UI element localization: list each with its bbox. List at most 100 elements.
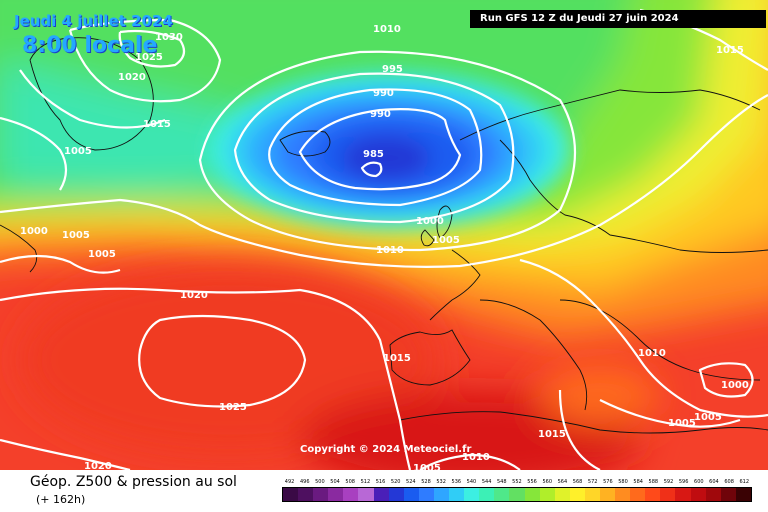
copyright-notice: Copyright © 2024 Meteociel.fr [300,444,472,455]
colorbar-cells [282,487,752,502]
colorbar-label: 596 [678,479,689,485]
isobar-label: 1010 [373,24,401,35]
forecast-lead-time: (+ 162h) [36,493,86,506]
colorbar-cell [690,488,706,501]
isobar-label: 1020 [84,461,112,470]
isobar-label: 1005 [64,146,92,157]
legend-footer: Géop. Z500 & pression au sol (+ 162h) 49… [0,470,768,512]
colorbar-cell [720,488,736,501]
colorbar-cell [735,488,751,501]
isobar-label: 1005 [413,463,441,470]
colorbar-cell [705,488,721,501]
colorbar-label: 532 [436,479,446,485]
colorbar-cell [675,488,691,501]
isobar-label: 1010 [462,452,490,463]
colorbar-label: 504 [330,479,340,485]
colorbar-cell [464,488,480,501]
isobar-label: 1005 [88,249,116,260]
isobar-label: 1005 [694,412,722,423]
colorbar-labels: 492 496 500 504 508 512 516 520 524 528 532 536 540 5… [282,478,752,487]
isobar-label: 1020 [180,290,208,301]
colorbar-cell [328,488,344,501]
isobar-label: 1005 [668,418,696,429]
colorbar-label: 552 [512,479,522,485]
colorbar-label: 580 [618,479,628,485]
isobar-label: 990 [370,109,391,120]
colorbar-label: 592 [663,479,674,485]
isobar-label: 1025 [135,52,163,63]
colorbar-label: 572 [587,479,598,485]
colorbar-cell [403,488,419,501]
colorbar-cell [584,488,600,501]
colorbar-label: 604 [709,479,719,485]
run-banner: Run GFS 12 Z du Jeudi 27 juin 2024 [470,10,766,28]
colorbar-cell [388,488,404,501]
isobar-label: 995 [382,64,403,75]
colorbar-label: 560 [542,479,552,485]
colorbar-label: 536 [451,479,462,485]
colorbar-cell [554,488,570,501]
colorbar-cell [373,488,389,501]
isobar-label: 1015 [143,119,171,130]
colorbar-cell [313,488,329,501]
colorbar-label: 588 [648,479,659,485]
colorbar-label: 540 [466,479,477,485]
colorbar-label: 568 [572,479,583,485]
colorbar-label: 544 [481,479,492,485]
colorbar-cell [449,488,465,501]
colorbar-cell [283,488,299,501]
colorbar-label: 516 [375,479,386,485]
isobar-label: 1015 [716,45,744,56]
colorbar-label: 556 [527,479,537,485]
colorbar-cell [599,488,616,501]
isobar-label: 1005 [62,230,90,241]
colorbar-label: 508 [345,479,355,485]
colorbar-label: 612 [739,479,750,485]
colorbar-label: 520 [390,479,401,485]
colorbar-label: 512 [360,479,371,485]
colorbar: 492 496 500 504 508 512 516 520 524 528 532 536 540 5… [282,478,752,502]
colorbar-cell [433,488,450,501]
colorbar-cell [509,488,525,501]
isobar-label: 1010 [376,245,404,256]
colorbar-label: 492 [284,479,295,485]
isobar-label: 1030 [155,32,183,43]
colorbar-cell [524,488,540,501]
colorbar-cell [630,488,646,501]
isobar-label: 1000 [721,380,749,391]
forecast-time: 8:00 locale [22,33,158,58]
colorbar-cell [660,488,676,501]
colorbar-cell [298,488,314,501]
colorbar-label: 548 [496,479,507,485]
isobar-label: 1025 [219,402,247,413]
colorbar-cell [645,488,661,501]
isobar-label: 1000 [20,226,48,237]
colorbar-label: 500 [315,479,325,485]
isobar-label: 990 [373,88,394,99]
colorbar-label: 496 [299,479,310,485]
colorbar-label: 576 [603,479,613,485]
weather-map: 1010 1030 1025 1020 1015 1005 1000 1005 … [0,0,768,470]
colorbar-cell [615,488,631,501]
colorbar-label: 564 [557,479,568,485]
colorbar-cell [539,488,555,501]
map-parameter-title: Géop. Z500 & pression au sol [30,474,237,490]
isobar-label: 1010 [638,348,666,359]
colorbar-cell [358,488,374,501]
colorbar-cell [494,488,510,501]
isobar-label: 985 [363,149,384,160]
colorbar-cell [479,488,495,501]
colorbar-label: 524 [406,479,416,485]
isobar-labels: 1010 1030 1025 1020 1015 1005 1000 1005 … [20,24,749,470]
isobar-label: 1000 [416,216,444,227]
colorbar-label: 600 [694,479,704,485]
colorbar-label: 528 [421,479,431,485]
colorbar-cell [569,488,585,501]
isobar-label: 1015 [383,353,411,364]
colorbar-label: 608 [724,479,734,485]
colorbar-label: 584 [633,479,643,485]
isobar-label: 1005 [432,235,460,246]
isobar-label: 1015 [538,429,566,440]
isobar-label: 1020 [118,72,146,83]
